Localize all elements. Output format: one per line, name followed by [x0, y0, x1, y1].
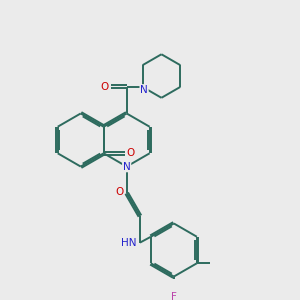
Text: N: N — [140, 85, 148, 95]
Text: O: O — [100, 82, 108, 92]
Text: F: F — [171, 292, 177, 300]
Text: N: N — [123, 162, 130, 172]
Text: HN: HN — [122, 238, 137, 248]
Text: O: O — [127, 148, 135, 158]
Text: O: O — [115, 187, 123, 196]
